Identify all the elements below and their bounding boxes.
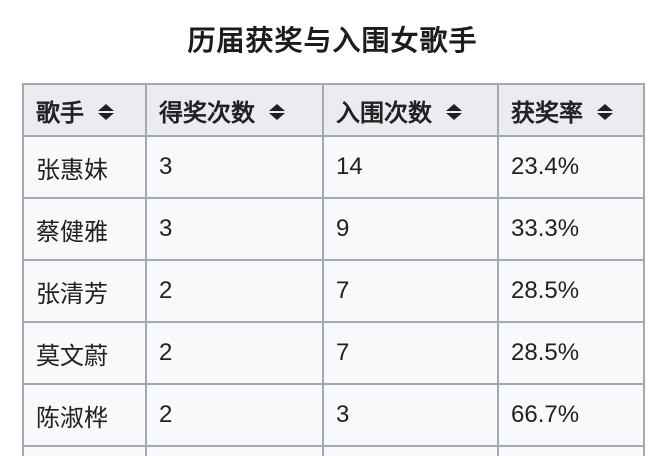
win-rate-cell: 33.3% [497,197,645,261]
singer-cell: 张惠妹 [22,135,147,199]
singer-cell: 莫文蔚 [22,321,147,385]
column-header-nominations-label: 入围次数 [336,99,432,127]
header-row: 歌手 得奖次数 入围次数 获奖率 [22,83,645,137]
table-body: 张惠妹 3 14 23.4% 蔡健雅 3 9 33.3% 张清芳 2 7 28.… [22,135,645,456]
singer-cell [22,445,147,456]
column-header-singer[interactable]: 歌手 [22,83,147,137]
sort-both-icon[interactable] [597,104,613,121]
nominations-cell: 14 [322,135,499,199]
column-header-win-rate-label: 获奖率 [511,99,583,127]
wins-cell: 2 [145,259,324,323]
singers-table: 歌手 得奖次数 入围次数 获奖率 张惠妹 3 14 23.4% [22,83,645,456]
column-header-wins[interactable]: 得奖次数 [145,83,324,137]
wins-cell: 2 [145,321,324,385]
sort-both-icon[interactable] [446,104,462,121]
table-row: 蔡健雅 3 9 33.3% [22,197,645,261]
singer-cell: 陈淑桦 [22,383,147,447]
table-row: 陈淑桦 2 3 66.7% [22,383,645,447]
wins-cell [145,445,324,456]
win-rate-cell: 23.4% [497,135,645,199]
nominations-cell: 7 [322,259,499,323]
win-rate-cell: 28.5% [497,259,645,323]
sort-both-icon[interactable] [269,104,285,121]
page-title: 历届获奖与入围女歌手 [187,25,478,56]
win-rate-cell: 28.5% [497,321,645,385]
table-row: 张清芳 2 7 28.5% [22,259,645,323]
wins-cell: 3 [145,135,324,199]
table-row: 张惠妹 3 14 23.4% [22,135,645,199]
table-header: 歌手 得奖次数 入围次数 获奖率 [22,83,645,137]
win-rate-cell: 66.7% [497,383,645,447]
nominations-cell: 9 [322,197,499,261]
column-header-win-rate[interactable]: 获奖率 [497,83,645,137]
nominations-cell [322,445,499,456]
wins-cell: 2 [145,383,324,447]
nominations-cell: 7 [322,321,499,385]
table-row-partial [22,445,645,456]
column-header-wins-label: 得奖次数 [159,99,255,127]
column-header-nominations[interactable]: 入围次数 [322,83,499,137]
singer-cell: 蔡健雅 [22,197,147,261]
nominations-cell: 3 [322,383,499,447]
win-rate-cell [497,445,645,456]
table-row: 莫文蔚 2 7 28.5% [22,321,645,385]
wins-cell: 3 [145,197,324,261]
sort-both-icon[interactable] [98,104,114,121]
singer-cell: 张清芳 [22,259,147,323]
column-header-singer-label: 歌手 [36,99,84,127]
